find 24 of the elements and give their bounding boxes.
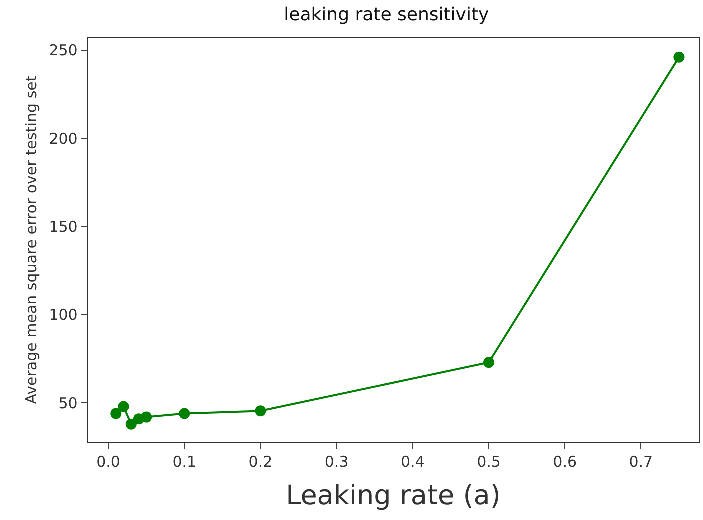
- x-tick-label: 0.5: [477, 453, 501, 472]
- y-tick-label: 50: [58, 394, 78, 412]
- x-tick-label: 0.4: [400, 453, 425, 472]
- point: [118, 401, 130, 412]
- y-tick-label: 200: [49, 130, 78, 148]
- y-tick-label: 150: [49, 218, 78, 236]
- point: [255, 406, 266, 417]
- x-tick-label: 0.6: [553, 453, 578, 472]
- x-tick-label: 0.0: [96, 453, 120, 472]
- point: [674, 52, 685, 63]
- chart-title: leaking rate sensitivity: [284, 4, 490, 26]
- point: [483, 357, 494, 368]
- y-tick-label: 250: [49, 42, 78, 60]
- x-tick-label: 0.2: [248, 453, 273, 472]
- point: [179, 408, 190, 420]
- point: [141, 412, 152, 423]
- point: [110, 408, 122, 420]
- y-tick-label: 100: [49, 306, 78, 324]
- y-axis-title: Average mean square error over testing set: [22, 76, 40, 404]
- x-tick-label: 0.1: [172, 453, 197, 472]
- x-tick-label: 0.7: [629, 453, 654, 472]
- x-axis-title: Leaking rate (a): [286, 480, 501, 512]
- x-tick-label: 0.3: [324, 453, 349, 472]
- point: [126, 418, 137, 430]
